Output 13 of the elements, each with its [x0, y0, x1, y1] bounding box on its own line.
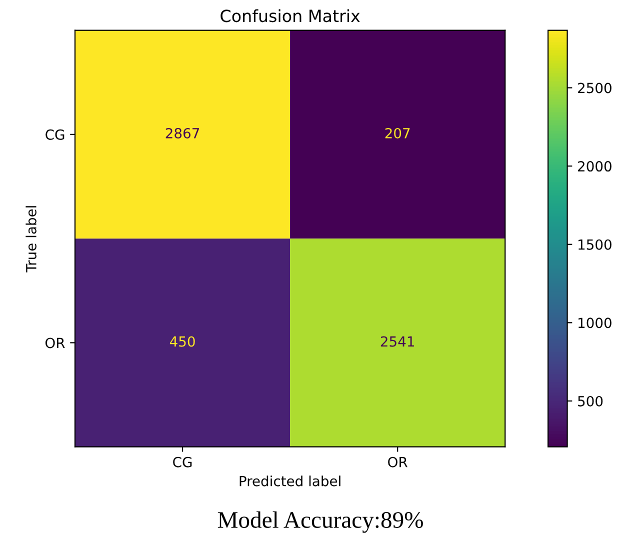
- data-label: 2867: [166, 128, 200, 138]
- chart-title: Confusion Matrix: [220, 9, 360, 22]
- data-label: 2541: [380, 336, 414, 347]
- x-axis-title: Predicted label: [240, 476, 340, 486]
- color-bar-label: 1000: [578, 318, 612, 328]
- color-bar-label: 2500: [578, 82, 612, 94]
- data-label: 450: [170, 336, 195, 347]
- text: Model Accuracy:89%: [218, 511, 423, 533]
- color-bar-label: 1500: [578, 239, 612, 250]
- y-axis-title: True label: [26, 206, 36, 272]
- color-bar-label: 500: [578, 396, 603, 406]
- color-bar-label: 2000: [578, 161, 612, 172]
- data-label: 207: [385, 128, 410, 138]
